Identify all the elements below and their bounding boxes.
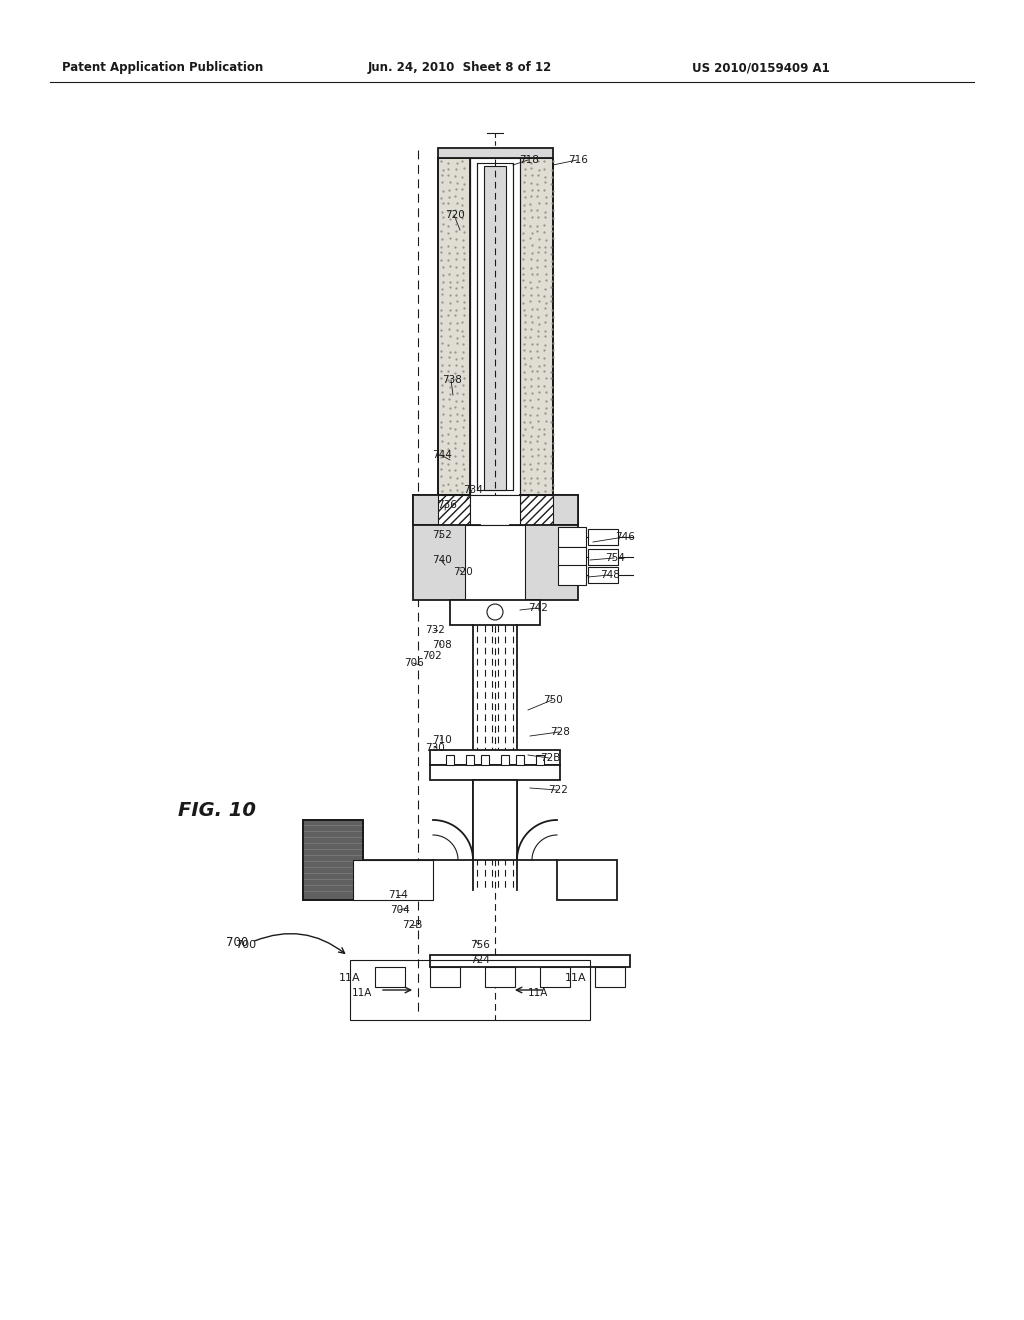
Text: 72B: 72B (540, 752, 560, 763)
Text: 702: 702 (422, 651, 441, 661)
Bar (558, 527, 586, 546)
Text: FIG. 10: FIG. 10 (178, 800, 256, 820)
Text: 752: 752 (432, 531, 452, 540)
Text: 724: 724 (470, 954, 489, 965)
Bar (501, 755, 509, 766)
Bar (450, 601, 540, 624)
Bar (446, 755, 454, 766)
Bar (413, 495, 470, 525)
Text: 720: 720 (453, 568, 473, 577)
Text: 722: 722 (548, 785, 568, 795)
Bar (470, 158, 520, 495)
Bar (520, 158, 553, 495)
Bar (473, 780, 517, 861)
Bar (353, 861, 433, 900)
Bar (516, 755, 524, 766)
Text: 11A: 11A (339, 973, 360, 983)
Text: 738: 738 (442, 375, 462, 385)
Bar (520, 495, 578, 525)
Text: 734: 734 (463, 484, 483, 495)
Bar (557, 861, 617, 900)
Bar (413, 525, 480, 601)
Text: 740: 740 (432, 554, 452, 565)
Bar (588, 529, 618, 545)
Text: 736: 736 (437, 500, 457, 510)
Text: 710: 710 (432, 735, 452, 744)
Text: 714: 714 (388, 890, 408, 900)
Text: Jun. 24, 2010  Sheet 8 of 12: Jun. 24, 2010 Sheet 8 of 12 (368, 62, 552, 74)
Bar (430, 766, 560, 780)
Text: 11A: 11A (352, 987, 373, 998)
Bar (430, 968, 460, 987)
Text: 750: 750 (543, 696, 563, 705)
Text: 704: 704 (390, 906, 410, 915)
Bar (430, 954, 630, 968)
Bar (485, 968, 515, 987)
Bar (375, 968, 406, 987)
Bar (350, 960, 590, 1020)
Text: 732: 732 (425, 624, 444, 635)
Text: 72B: 72B (402, 920, 422, 931)
Bar (536, 755, 544, 766)
Text: 11A: 11A (528, 987, 549, 998)
Bar (438, 148, 553, 158)
Bar (540, 968, 570, 987)
Text: 708: 708 (432, 640, 452, 649)
Bar (438, 495, 470, 525)
Bar (558, 565, 586, 585)
Text: 720: 720 (445, 210, 465, 220)
Bar (481, 755, 489, 766)
Bar (465, 525, 525, 601)
Bar (413, 495, 470, 525)
Circle shape (487, 605, 503, 620)
Bar (520, 495, 553, 525)
Bar (588, 568, 618, 583)
Bar (466, 755, 474, 766)
Bar (438, 158, 470, 495)
Text: 700: 700 (234, 940, 256, 950)
Bar (595, 968, 625, 987)
Text: 728: 728 (550, 727, 570, 737)
Text: 730: 730 (425, 743, 444, 752)
Text: Patent Application Publication: Patent Application Publication (62, 62, 263, 74)
Bar (477, 162, 513, 490)
Text: 718: 718 (519, 154, 539, 165)
Bar (558, 546, 586, 568)
Bar (588, 549, 618, 565)
Text: 754: 754 (605, 553, 625, 564)
Bar (430, 750, 560, 766)
Bar (510, 525, 578, 601)
Bar (520, 495, 578, 525)
Text: 11A: 11A (565, 973, 587, 983)
Bar (470, 495, 520, 525)
Text: 700: 700 (225, 936, 248, 949)
Bar (484, 166, 506, 490)
Bar (303, 820, 362, 900)
Text: 716: 716 (568, 154, 588, 165)
Text: US 2010/0159409 A1: US 2010/0159409 A1 (692, 62, 829, 74)
Text: 706: 706 (404, 657, 424, 668)
Text: 748: 748 (600, 570, 620, 579)
Text: 746: 746 (615, 532, 635, 543)
Text: 744: 744 (432, 450, 452, 459)
Text: 742: 742 (528, 603, 548, 612)
Bar (303, 820, 362, 900)
Text: 756: 756 (470, 940, 489, 950)
